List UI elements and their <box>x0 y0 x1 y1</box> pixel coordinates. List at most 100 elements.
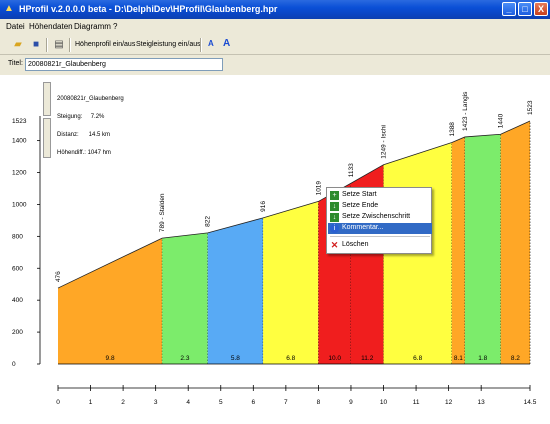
y-axis: 0 200 400 600 800 1000 1200 1400 1523 <box>12 116 41 368</box>
x-tick-label: 6 <box>251 399 255 406</box>
y-tick-label: 400 <box>12 297 23 304</box>
arrow-down-icon: ↓ <box>330 202 339 211</box>
x-tick-label: 7 <box>284 399 288 406</box>
gradient-label: 8.1 <box>454 355 463 362</box>
point-label: 1133 <box>348 163 355 177</box>
floppy-disk-icon[interactable]: ■ <box>32 39 40 50</box>
menu-item-label: Setze Start <box>342 191 377 198</box>
gradient-label: 8.2 <box>511 355 520 362</box>
plus-icon: + <box>330 191 339 200</box>
x-tick-label: 8 <box>317 399 321 406</box>
title-bar[interactable]: ▲ HProfil v.2.0.0.0 beta - D:\DelphiDev\… <box>0 0 550 19</box>
menu-item-label: Löschen <box>342 241 369 248</box>
menu-help[interactable]: ? <box>113 22 118 31</box>
point-labels: 476 789 - Stalden 822 916 1019 1133 1249 - Isc… <box>55 91 534 282</box>
x-tick-label: 3 <box>154 399 158 406</box>
point-label: 822 <box>205 216 212 227</box>
x-tick-label: 11 <box>413 399 420 406</box>
point-label: 1388 <box>449 122 456 137</box>
menu-bar: Datei Höhendaten Diagramm ? <box>0 19 550 35</box>
point-label: 1523 <box>527 100 534 115</box>
x-tick-label: 13 <box>478 399 486 406</box>
gradient-label: 1.8 <box>478 355 487 362</box>
y-tick-label: 1000 <box>12 201 27 208</box>
menu-hoehendaten[interactable]: Höhendaten <box>29 22 73 31</box>
x-tick-label: 10 <box>380 399 388 406</box>
point-label: 1440 <box>498 113 505 128</box>
gradient-label: 11.2 <box>361 355 374 362</box>
gradient-segment <box>58 238 163 364</box>
y-tick-label: 0 <box>12 361 16 368</box>
menu-item-label: Setze Ende <box>342 202 379 209</box>
toolbar-separator <box>69 38 71 52</box>
profile-line <box>57 120 531 289</box>
close-button[interactable]: X <box>534 2 548 16</box>
menu-item-label: Kommentar... <box>342 224 384 231</box>
x-tick-label: 4 <box>186 399 190 406</box>
gradient-label: 10.0 <box>328 355 341 362</box>
y-tick-label: 1523 <box>12 118 27 125</box>
title-row: Titel: 20080821r_Glaubenberg <box>0 55 550 75</box>
x-tick-label: 14.5 <box>524 399 537 406</box>
title-input[interactable]: 20080821r_Glaubenberg <box>25 58 223 71</box>
gradient-segment <box>263 201 319 364</box>
font-large-button[interactable]: A <box>223 38 231 49</box>
gradient-segment <box>207 217 264 364</box>
y-scale-slider-top[interactable] <box>43 82 51 116</box>
x-axis: 0 1 2 3 4 5 6 7 8 9 10 11 12 13 14.5 <box>56 385 537 406</box>
menu-item-label: Setze Zwischenschritt <box>342 213 411 220</box>
profile-toggle-button[interactable]: Höhenprofil ein/aus <box>75 41 136 48</box>
point-label: 789 - Stalden <box>159 193 166 232</box>
point-label: 1423 - Langis <box>462 91 469 131</box>
gradient-label: 2.3 <box>180 355 189 362</box>
profile-info: 20080821r_Glaubenberg Steigung: 7.2% Dis… <box>57 84 124 162</box>
toolbar-separator <box>46 38 48 52</box>
menu-item-loeschen[interactable]: ✕ Löschen <box>328 240 432 251</box>
point-label: 916 <box>260 201 267 212</box>
gradient-toggle-button[interactable]: Steigleistung ein/aus <box>136 41 201 48</box>
gradient-segment <box>500 121 530 364</box>
mountain-icon[interactable]: ▲ <box>4 3 14 14</box>
menu-diagramm[interactable]: Diagramm <box>74 22 111 31</box>
info-icon: i <box>330 224 339 233</box>
info-distanz: Distanz: 14.5 km <box>57 132 111 138</box>
menu-item-setze-start[interactable]: + Setze Start <box>328 190 432 201</box>
context-menu: + Setze Start ↓ Setze Ende ↓ Setze Zwisc… <box>326 187 432 254</box>
gradient-segment <box>464 134 501 364</box>
window-title: HProfil v.2.0.0.0 beta - D:\DelphiDev\HP… <box>19 4 278 14</box>
point-label: 1019 <box>315 181 322 196</box>
gradient-segment <box>451 136 465 364</box>
gradient-label: 6.8 <box>286 355 295 362</box>
y-tick-label: 1400 <box>12 138 27 145</box>
delete-x-icon: ✕ <box>330 240 339 250</box>
folder-open-icon[interactable]: ▰ <box>14 39 22 50</box>
maximize-button[interactable]: □ <box>518 2 532 16</box>
x-tick-label: 9 <box>349 399 353 406</box>
y-scale-slider-bottom[interactable] <box>43 118 51 158</box>
x-tick-label: 2 <box>121 399 125 406</box>
info-name: 20080821r_Glaubenberg <box>57 96 124 102</box>
x-tick-label: 1 <box>89 399 93 406</box>
toolbar-separator <box>200 38 202 52</box>
menu-item-kommentar[interactable]: i Kommentar... <box>328 223 432 234</box>
menu-datei[interactable]: Datei <box>6 22 25 31</box>
x-tick-label: 5 <box>219 399 223 406</box>
x-tick-label: 0 <box>56 399 60 406</box>
minimize-button[interactable]: _ <box>502 2 516 16</box>
menu-item-setze-ende[interactable]: ↓ Setze Ende <box>328 201 432 212</box>
y-tick-label: 1200 <box>12 170 27 177</box>
gradient-segment <box>162 232 208 364</box>
arrow-down-icon: ↓ <box>330 213 339 222</box>
point-label: 1249 - Ischi <box>381 125 388 159</box>
page-layout-icon[interactable]: ▤ <box>54 39 64 50</box>
y-tick-label: 800 <box>12 233 23 240</box>
gradient-label: 5.8 <box>231 355 240 362</box>
title-label: Titel: <box>8 60 23 67</box>
gradient-label: 9.8 <box>106 355 115 362</box>
info-steigung: Steigung: 7.2% <box>57 114 105 120</box>
menu-separator <box>330 236 430 237</box>
gradient-label: 6.8 <box>413 355 422 362</box>
font-small-button[interactable]: A <box>208 39 214 48</box>
menu-item-setze-zwischenschritt[interactable]: ↓ Setze Zwischenschritt <box>328 212 432 223</box>
toolbar: ▰ ■ ▤ Höhenprofil ein/aus Steigleistung … <box>0 35 550 55</box>
